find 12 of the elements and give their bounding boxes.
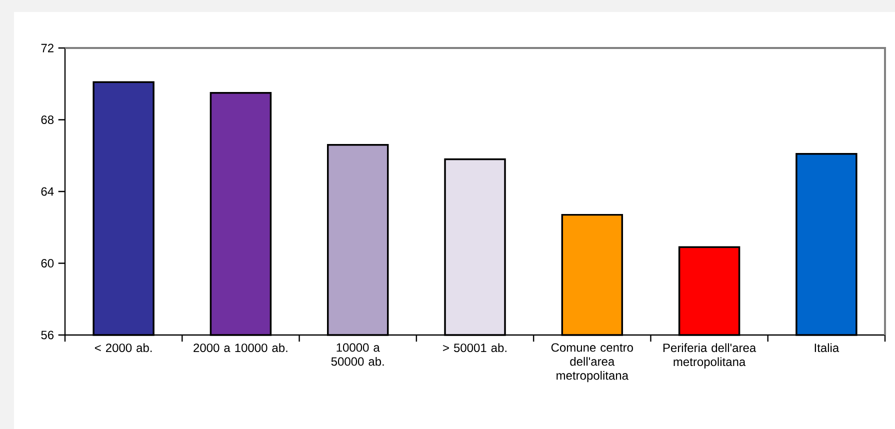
y-tick-label: 64 [41,187,54,196]
x-tick-label: 2000 a 10000 ab. [194,343,288,352]
x-tick-label: Periferia dell'area metropolitana [663,343,756,368]
x-tick-label: Comune centro dell'area metropolitana [551,343,633,382]
y-tick-label: 72 [41,44,54,52]
x-tick-label: Italia [814,343,840,352]
x-tick-label: 10000 a 50000 ab. [331,343,384,366]
x-tick-label: > 50001 ab. [443,343,506,352]
y-tick-label: 56 [41,330,54,340]
y-tick-label: 60 [41,258,54,268]
x-tick-label: < 2000 ab. [94,343,152,352]
y-tick-label: 68 [41,115,54,124]
